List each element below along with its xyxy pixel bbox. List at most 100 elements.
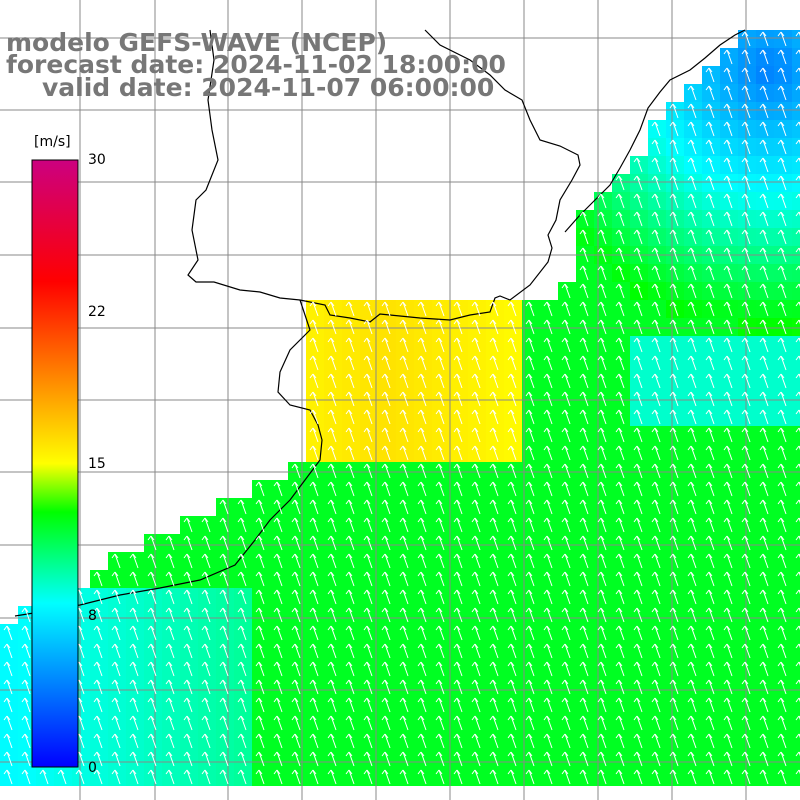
wind-arrow: [723, 697, 733, 713]
wind-arrow: [381, 319, 391, 335]
wind-arrow: [669, 283, 679, 299]
wind-arrow: [345, 355, 355, 371]
wind-arrow: [633, 373, 643, 389]
wind-arrow: [777, 751, 787, 767]
wind-arrow: [507, 751, 517, 767]
wind-arrow: [723, 535, 733, 551]
wind-arrow: [417, 535, 427, 551]
wind-arrow: [705, 607, 715, 623]
wind-arrow: [381, 373, 391, 389]
wind-arrow: [723, 715, 733, 731]
wind-arrow: [759, 715, 769, 731]
wind-arrow: [93, 661, 103, 677]
wind-arrow: [579, 445, 589, 461]
wind-arrow: [507, 427, 517, 443]
wind-arrow: [597, 571, 607, 587]
wind-arrow: [741, 121, 751, 137]
wind-arrow: [3, 679, 13, 695]
wind-arrow: [507, 373, 517, 389]
wind-arrow: [597, 265, 607, 281]
wind-arrow: [183, 769, 193, 785]
wind-arrow: [633, 733, 643, 749]
wind-arrow: [777, 301, 787, 317]
wind-arrow: [597, 445, 607, 461]
wind-arrow: [687, 697, 697, 713]
wind-arrow: [741, 571, 751, 587]
wind-arrow: [651, 661, 661, 677]
wind-arrow: [759, 661, 769, 677]
wind-arrow: [363, 625, 373, 641]
wind-arrow: [741, 625, 751, 641]
wind-arrow: [543, 391, 553, 407]
wind-arrow: [525, 481, 535, 497]
wind-arrow: [327, 391, 337, 407]
wind-arrow: [309, 319, 319, 335]
wind-arrow: [615, 391, 625, 407]
wind-arrow: [597, 319, 607, 335]
wind-arrow: [453, 607, 463, 623]
wind-arrow: [237, 697, 247, 713]
wind-arrow: [633, 553, 643, 569]
wind-arrow: [633, 571, 643, 587]
wind-arrow: [669, 715, 679, 731]
wind-arrow: [507, 643, 517, 659]
colorbar-tick: 8: [88, 608, 97, 624]
wind-arrow: [471, 589, 481, 605]
wind-arrow: [417, 409, 427, 425]
wind-arrow: [759, 769, 769, 785]
wind-arrow: [615, 661, 625, 677]
wind-arrow: [93, 625, 103, 641]
wind-arrow: [399, 661, 409, 677]
wind-arrow: [165, 625, 175, 641]
wind-arrow: [363, 607, 373, 623]
wind-arrow: [777, 283, 787, 299]
wind-arrow: [723, 733, 733, 749]
wind-arrow: [507, 301, 517, 317]
wind-arrow: [759, 121, 769, 137]
wind-arrow: [201, 535, 211, 551]
wind-arrow: [651, 535, 661, 551]
wind-arrow: [489, 769, 499, 785]
wind-arrow: [489, 571, 499, 587]
wind-arrow: [597, 481, 607, 497]
wind-arrow: [219, 535, 229, 551]
wind-arrow: [723, 319, 733, 335]
wind-arrow: [723, 175, 733, 191]
wind-arrow: [561, 481, 571, 497]
wind-cell: [792, 660, 800, 678]
wind-arrow: [399, 733, 409, 749]
wind-arrow: [597, 589, 607, 605]
wind-cell: [792, 192, 800, 210]
wind-arrow: [381, 445, 391, 461]
model-title: modelo GEFS-WAVE (NCEP): [6, 28, 388, 57]
wind-arrow: [507, 661, 517, 677]
wind-cell: [792, 210, 800, 228]
wind-arrow: [669, 373, 679, 389]
wind-arrow: [471, 679, 481, 695]
wind-arrow: [597, 409, 607, 425]
wind-arrow: [273, 481, 283, 497]
wind-arrow: [669, 355, 679, 371]
wind-arrow: [57, 769, 67, 785]
wind-arrow: [183, 697, 193, 713]
wind-arrow: [759, 301, 769, 317]
wind-arrow: [759, 67, 769, 83]
wind-cell: [792, 318, 800, 336]
wind-arrow: [525, 733, 535, 749]
wind-arrow: [759, 283, 769, 299]
wind-field-cells: [0, 30, 800, 786]
colorbar-gradient: [31, 159, 79, 768]
wind-arrow: [705, 409, 715, 425]
wind-arrow: [543, 643, 553, 659]
wind-arrow: [453, 679, 463, 695]
wind-arrow: [129, 661, 139, 677]
wind-arrow: [453, 625, 463, 641]
wind-arrow: [723, 445, 733, 461]
wind-arrow: [345, 625, 355, 641]
wind-arrow: [399, 589, 409, 605]
wind-arrow: [93, 607, 103, 623]
wind-arrow: [543, 481, 553, 497]
wind-arrow: [309, 661, 319, 677]
wind-arrow: [363, 697, 373, 713]
wind-arrow: [453, 337, 463, 353]
